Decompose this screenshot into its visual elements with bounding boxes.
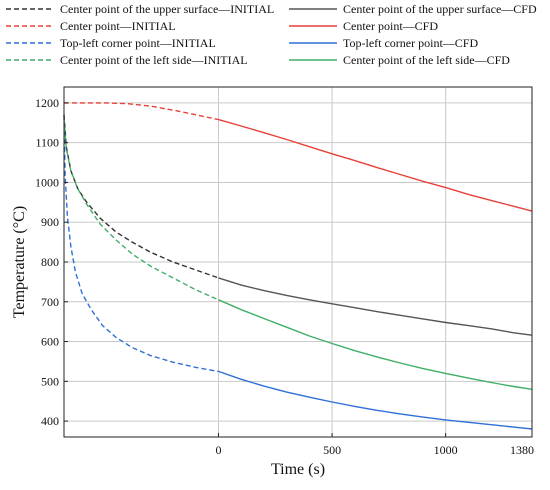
x-axis-title: Time (s) bbox=[271, 461, 325, 478]
legend-label: Center point of the left side—INITIAL bbox=[60, 53, 248, 67]
y-tick-label: 800 bbox=[41, 255, 59, 269]
series-line bbox=[63, 114, 219, 279]
legend-label: Center point—INITIAL bbox=[60, 19, 176, 33]
y-tick-label: 1200 bbox=[35, 96, 59, 110]
legend-label: Center point—CFD bbox=[343, 19, 438, 33]
y-tick-label: 700 bbox=[41, 295, 59, 309]
series-line bbox=[64, 102, 219, 121]
y-tick-label: 500 bbox=[41, 374, 59, 388]
y-tick-label: 1100 bbox=[35, 136, 59, 150]
series-line bbox=[218, 118, 533, 212]
series-line bbox=[218, 370, 533, 430]
y-tick-label: 900 bbox=[41, 215, 59, 229]
legend-label: Center point of the upper surface—CFD bbox=[343, 2, 537, 16]
legend-label: Top-left corner point—CFD bbox=[343, 36, 478, 50]
legend: Center point of the upper surface—INITIA… bbox=[6, 2, 537, 67]
axis-ticks: 400 500 600 700 800 900 1000 1100 1200 0 500 1000 13… bbox=[35, 96, 534, 457]
x-tick-label: 500 bbox=[323, 443, 341, 457]
y-tick-label: 400 bbox=[41, 414, 59, 428]
series-line bbox=[218, 299, 533, 390]
x-tick-label: 0 bbox=[215, 443, 221, 457]
y-tick-label: 600 bbox=[41, 335, 59, 349]
grid-lines bbox=[64, 87, 532, 437]
series-line bbox=[63, 118, 219, 301]
legend-label: Top-left corner point—INITIAL bbox=[60, 36, 216, 50]
series-line bbox=[63, 114, 219, 373]
y-tick-label: 1000 bbox=[35, 175, 59, 189]
x-tick-label: 1380 bbox=[510, 443, 534, 457]
legend-label: Center point of the left side—CFD bbox=[343, 53, 510, 67]
series-lines bbox=[63, 102, 533, 430]
legend-label: Center point of the upper surface—INITIA… bbox=[60, 2, 274, 16]
series-line bbox=[218, 277, 533, 336]
y-axis-title: Temperature (°C) bbox=[11, 206, 28, 318]
x-tick-label: 1000 bbox=[434, 443, 458, 457]
